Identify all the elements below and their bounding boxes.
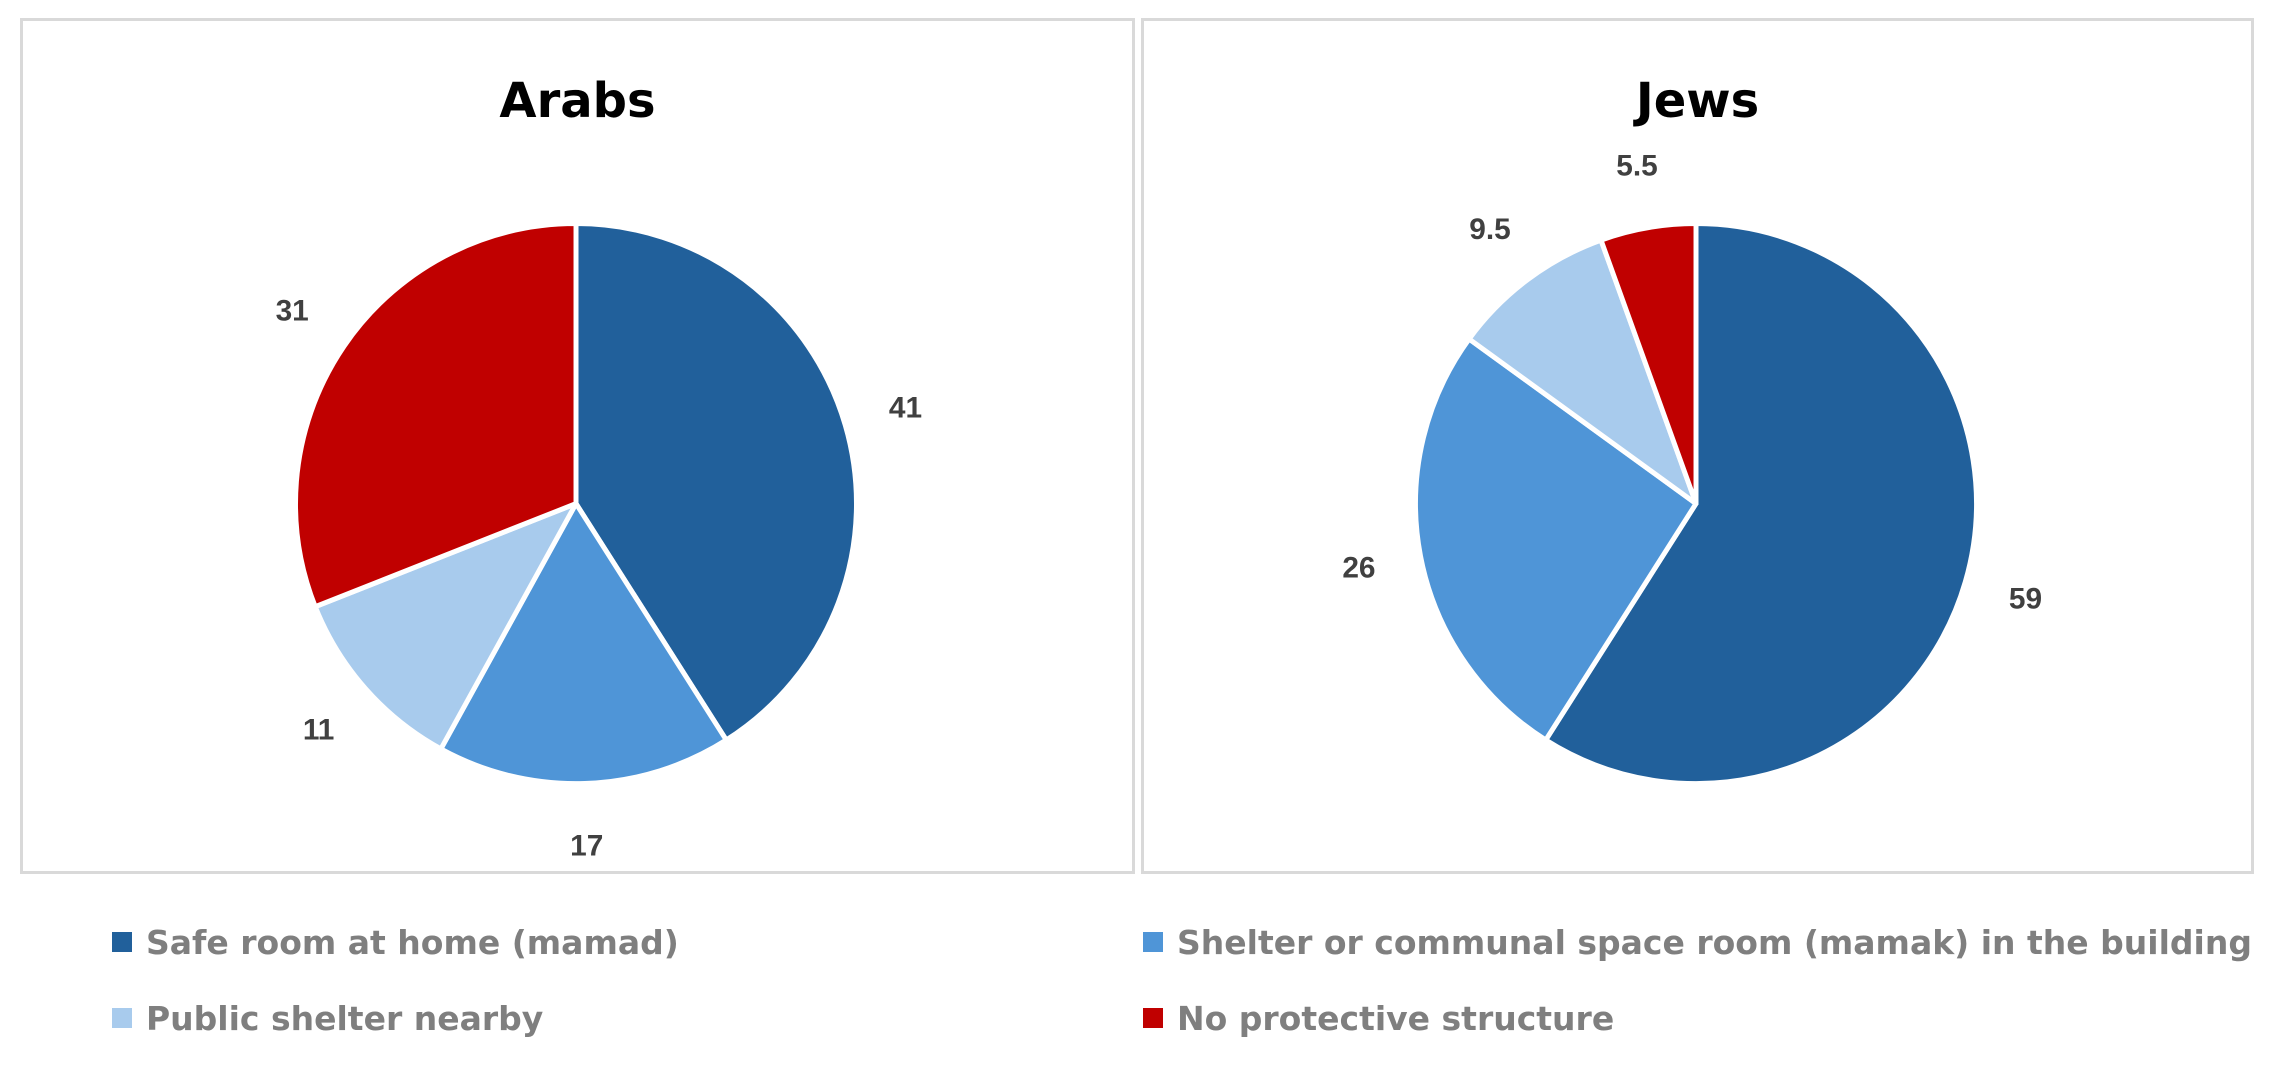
pie-chart-arabs: 41 17 11 31 <box>276 221 922 863</box>
data-label: 17 <box>570 830 603 863</box>
legend-label: Safe room at home (mamad) <box>146 922 679 962</box>
chart-panel-arabs: Arabs 41 17 11 31 <box>20 18 1135 874</box>
pie-slice-shelter-or-communal-space-room-mamak-in-the-building <box>438 501 729 787</box>
legend-swatch <box>112 1008 132 1028</box>
pie-slice-public-shelter-nearby <box>1466 237 1699 507</box>
pie-slice-safe-room-at-home-mamad <box>1543 221 1979 787</box>
data-label: 26 <box>1342 551 1375 584</box>
chart-title: Jews <box>1635 73 1760 129</box>
legend-item: Safe room at home (mamad) <box>112 922 679 962</box>
pie-chart-jews: 59 26 9.5 5.5 <box>1342 150 2042 787</box>
legend-swatch <box>1143 1008 1163 1028</box>
data-label: 31 <box>276 295 309 328</box>
legend-swatch <box>112 932 132 952</box>
legend-item: Public shelter nearby <box>112 998 543 1038</box>
legend-label: Public shelter nearby <box>146 998 544 1038</box>
legend-swatch <box>1143 932 1163 952</box>
legend-item: Shelter or communal space room (mamak) i… <box>1143 922 2252 962</box>
pie-slice-no-protective-structure <box>1598 221 1699 507</box>
legend-label: No protective structure <box>1177 998 1615 1038</box>
legend-item: No protective structure <box>1143 998 1614 1038</box>
chart-title: Arabs <box>499 73 656 129</box>
chart-legend: Safe room at home (mamad) Shelter or com… <box>0 900 2273 1050</box>
data-label: 9.5 <box>1469 213 1510 246</box>
chart-panel-jews: Jews 59 26 9.5 5.5 <box>1141 18 2254 874</box>
pie-slice-no-protective-structure <box>293 221 579 610</box>
pie-slice-public-shelter-nearby <box>312 501 579 752</box>
legend-label: Shelter or communal space room (mamak) i… <box>1177 922 2252 962</box>
data-label: 41 <box>889 392 922 425</box>
data-label: 59 <box>2009 583 2042 616</box>
data-label: 11 <box>303 714 335 747</box>
data-label: 5.5 <box>1616 150 1657 183</box>
pie-slice-shelter-or-communal-space-room-mamak-in-the-building <box>1413 336 1699 743</box>
